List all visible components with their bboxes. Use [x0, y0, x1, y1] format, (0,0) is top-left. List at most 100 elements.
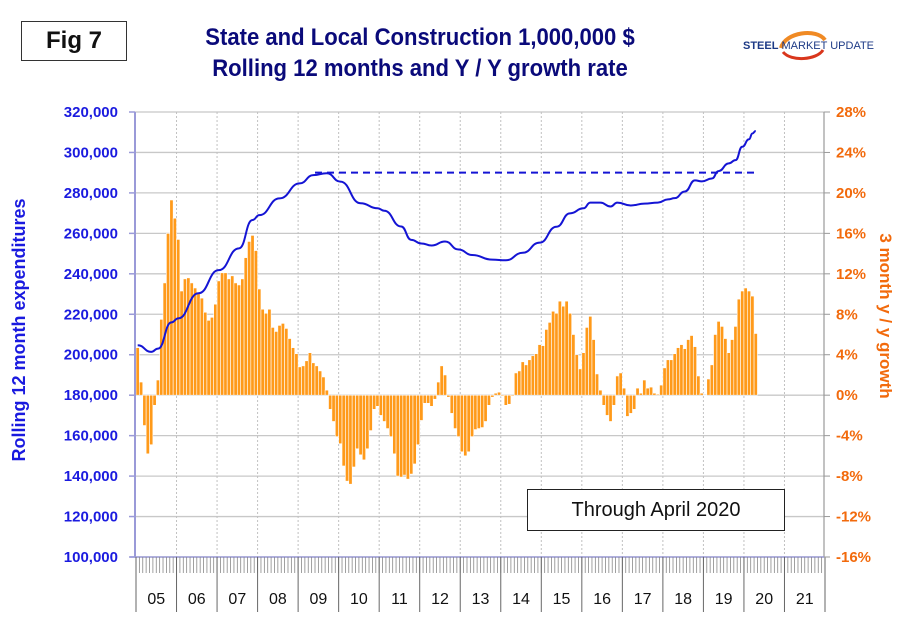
- growth-bar: [182, 278, 187, 396]
- growth-bar: [534, 353, 539, 396]
- growth-bar: [399, 394, 404, 478]
- x-tick-label: 12: [431, 591, 449, 608]
- growth-bar: [595, 373, 600, 396]
- growth-bar: [260, 308, 265, 396]
- right-tick-label: -4%: [836, 428, 863, 445]
- growth-bar: [466, 394, 471, 453]
- growth-bar: [250, 235, 255, 396]
- growth-bar: [193, 287, 198, 396]
- growth-bar: [513, 372, 518, 396]
- growth-bar: [233, 282, 238, 396]
- x-tick-label: 10: [350, 591, 368, 608]
- growth-bar: [324, 389, 329, 396]
- growth-bar: [682, 348, 687, 396]
- growth-bar: [699, 392, 704, 396]
- growth-bar: [520, 361, 525, 396]
- growth-bar: [736, 298, 741, 396]
- growth-bar: [490, 394, 495, 398]
- growth-bar: [196, 292, 201, 396]
- growth-bar: [331, 394, 336, 422]
- growth-bar: [584, 327, 589, 396]
- growth-bar: [453, 394, 458, 429]
- growth-bar: [159, 319, 164, 396]
- left-tick-label: 260,000: [64, 225, 118, 242]
- growth-bar: [743, 287, 748, 396]
- left-axis-ticks: 320,000 300,000 280,000 260,000 240,000 220,0…: [64, 104, 135, 566]
- growth-bar: [544, 329, 549, 396]
- growth-bar: [257, 288, 262, 396]
- growth-bar: [172, 217, 177, 396]
- right-tick-label: 20%: [836, 185, 866, 202]
- x-tick-label: 17: [634, 591, 652, 608]
- growth-bar: [426, 394, 431, 404]
- growth-bar: [669, 359, 674, 396]
- growth-bar: [493, 392, 498, 396]
- growth-bar: [733, 326, 738, 396]
- growth-bar: [649, 386, 654, 396]
- growth-bar: [730, 339, 735, 396]
- logo-text-market: MARKET: [781, 40, 828, 52]
- growth-bar: [692, 346, 697, 396]
- growth-bar: [274, 331, 279, 396]
- growth-bar: [297, 366, 302, 396]
- right-tick-label: 4%: [836, 347, 858, 364]
- growth-bar: [206, 320, 211, 396]
- growth-bar: [439, 365, 444, 396]
- x-axis-ticks: 05 06 07 08 09 10 11 12 13 14 15 16 17 18 19 20 21: [147, 591, 813, 608]
- left-tick-label: 180,000: [64, 387, 118, 404]
- logo-text-steel: STEEL: [743, 40, 779, 52]
- growth-bar: [210, 317, 214, 396]
- x-tick-label: 07: [228, 591, 246, 608]
- chart-title-line1: State and Local Construction 1,000,000 $: [205, 24, 635, 51]
- through-date-annotation: Through April 2020: [527, 489, 785, 531]
- growth-bar: [314, 365, 319, 396]
- growth-bar: [287, 338, 292, 396]
- growth-bar: [135, 347, 140, 396]
- growth-bar: [230, 275, 235, 396]
- growth-bar: [405, 394, 410, 480]
- growth-bar: [696, 375, 701, 396]
- growth-bar: [270, 327, 275, 396]
- growth-bar: [632, 394, 637, 410]
- growth-bar: [537, 344, 542, 396]
- growth-bar: [311, 362, 316, 396]
- growth-bar: [277, 325, 282, 396]
- growth-bar: [355, 394, 360, 450]
- growth-bar: [294, 353, 299, 396]
- growth-bar: [402, 394, 407, 476]
- x-tick-label: 11: [391, 591, 408, 608]
- growth-bar: [412, 394, 417, 465]
- growth-bar: [267, 308, 272, 396]
- growth-bar: [686, 339, 691, 396]
- growth-bar: [385, 394, 390, 429]
- growth-bar: [676, 347, 681, 396]
- x-tick-label: 13: [472, 591, 490, 608]
- growth-bar: [625, 394, 630, 417]
- growth-bar: [574, 354, 579, 396]
- steel-market-update-logo: STEEL MARKET UPDATE: [735, 31, 905, 62]
- right-tick-label: -12%: [836, 509, 871, 526]
- growth-bar: [459, 394, 464, 453]
- chart-title-line2: Rolling 12 months and Y / Y growth rate: [212, 55, 628, 82]
- growth-bar: [476, 394, 481, 429]
- growth-bar: [703, 394, 708, 396]
- growth-bar: [216, 280, 221, 396]
- growth-bar: [422, 394, 427, 404]
- growth-bar: [409, 394, 414, 475]
- growth-bar: [318, 370, 323, 396]
- growth-bar: [264, 312, 269, 396]
- growth-bar: [443, 374, 448, 396]
- growth-bar: [166, 233, 171, 396]
- growth-bar: [449, 394, 454, 414]
- growth-bar: [358, 394, 363, 456]
- growth-bar: [547, 322, 552, 396]
- growth-bar: [618, 372, 623, 396]
- left-tick-label: 240,000: [64, 266, 118, 283]
- growth-bar: [564, 300, 569, 396]
- growth-bar: [473, 394, 478, 430]
- left-tick-label: 280,000: [64, 185, 118, 202]
- growth-bar: [203, 311, 208, 396]
- growth-bar: [665, 359, 670, 396]
- growth-bar: [740, 290, 745, 396]
- growth-bar: [416, 394, 421, 446]
